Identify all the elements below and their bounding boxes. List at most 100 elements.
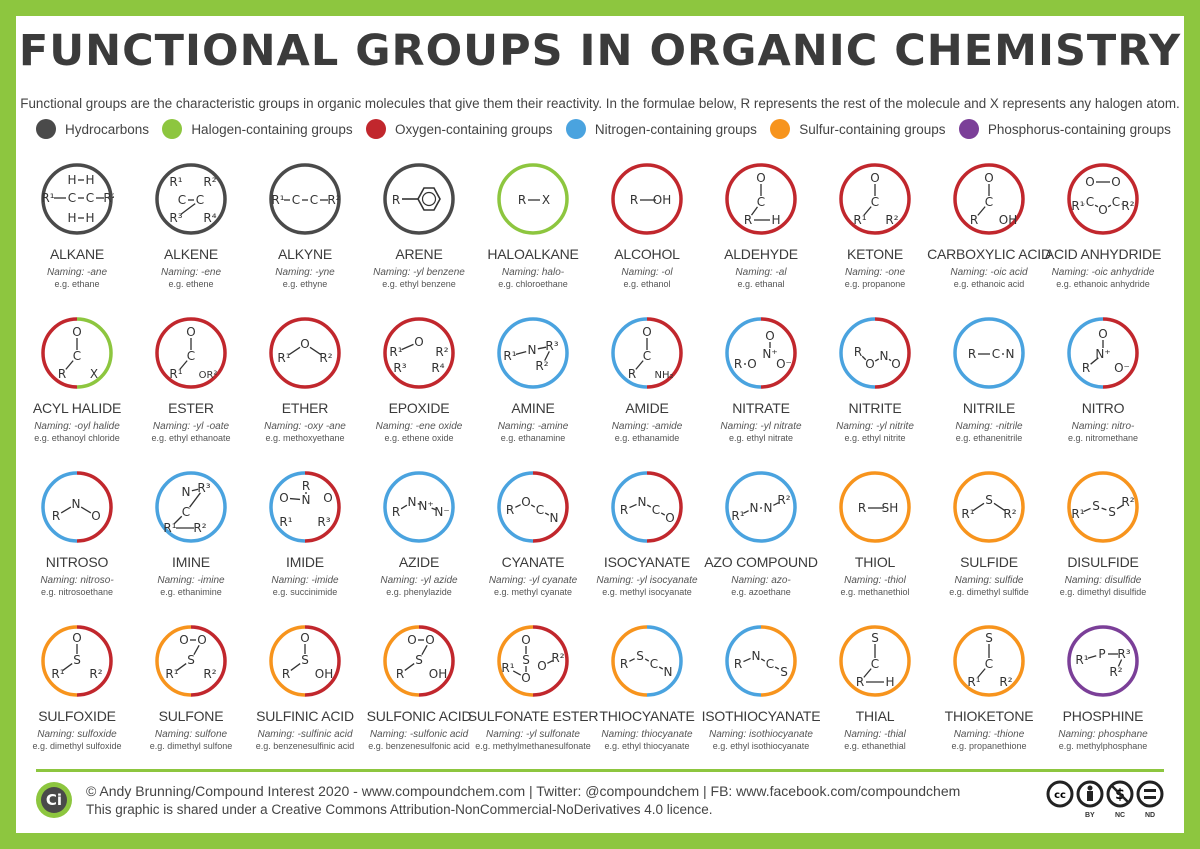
phosphine-structure-icon: R¹ P R³ R² <box>1067 625 1139 697</box>
group-naming: Naming: sulfone <box>154 729 228 740</box>
group-name: PHOSPHINE <box>1062 708 1144 724</box>
atom-label: R¹ <box>731 509 744 523</box>
atom-label: C <box>196 193 204 207</box>
atom-label: OH <box>429 667 447 681</box>
atom-label: R¹ <box>163 521 176 535</box>
group-example: e.g. propanone <box>844 279 906 289</box>
atom-label: O <box>1098 203 1107 217</box>
group-name: ISOTHIOCYANATE <box>701 708 821 724</box>
group-name: KETONE <box>846 246 904 262</box>
atom-label: R² <box>1121 495 1134 509</box>
atom-label: R³ <box>169 211 182 225</box>
atom-label: R¹ <box>165 667 178 681</box>
nitrate-structure-icon: ON⁺R O O⁻ <box>725 317 797 389</box>
alcohol-structure-icon: R OH <box>611 163 683 235</box>
footer-license: This graphic is shared under a Creative … <box>86 802 713 817</box>
atom-label: O <box>425 633 434 647</box>
epoxide-structure-icon: O R¹ R² R³ R⁴ <box>383 317 455 389</box>
atom-label: R <box>856 675 864 689</box>
alkyne-structure-icon: R¹ C C R² <box>269 163 341 235</box>
thiol-structure-icon: R SH <box>839 471 911 543</box>
atom-label: H <box>85 173 94 187</box>
group-name: THIOKETONE <box>944 708 1034 724</box>
cc-icons: cc $ <box>1046 780 1164 808</box>
sulfide-structure-icon: R¹ S R² <box>953 471 1025 543</box>
atom-label: O <box>642 325 651 339</box>
legend-swatch-icon <box>36 119 56 139</box>
group-naming: Naming: -yl azide <box>380 575 458 586</box>
group-example: e.g. ethanoic anhydride <box>1056 279 1150 289</box>
atom-label: OH <box>999 213 1017 227</box>
atom-label: O <box>537 659 546 673</box>
atom-label: R <box>734 657 742 671</box>
atom-label: N <box>550 511 559 525</box>
sulfonate-ester-structure-icon: OSO R¹ O R² <box>497 625 569 697</box>
disulfide-structure-icon: R¹ S S R² <box>1067 471 1139 543</box>
atom-label: R <box>970 213 978 227</box>
group-naming: Naming: -imine <box>157 575 225 586</box>
group-example: e.g. nitrosoethane <box>40 587 114 597</box>
cc-label-nd: ND <box>1145 812 1156 819</box>
group-name: NITRITE <box>848 400 902 416</box>
group-name: ACYL HALIDE <box>32 400 122 416</box>
legend-item: Halogen-containing groups <box>162 119 353 139</box>
group-naming: Naming: phosphane <box>1058 729 1148 740</box>
atom-label: H <box>771 213 780 227</box>
group-name: THIAL <box>855 708 895 724</box>
group-naming: Naming: sulfoxide <box>37 729 117 740</box>
atom-label: O <box>72 325 81 339</box>
atom-label: X <box>90 367 98 381</box>
group-name: ALCOHOL <box>614 246 680 262</box>
group-example: e.g. ethyl nitrite <box>844 433 906 443</box>
group-naming: Naming: -oic anhydride <box>1051 267 1155 278</box>
group-naming: Naming: -one <box>844 267 906 278</box>
group-naming: Naming: -yne <box>275 267 335 278</box>
group-name: SULFONIC ACID <box>366 708 472 724</box>
group-naming: Naming: -thiol <box>844 575 906 586</box>
atom-label: C <box>757 195 765 209</box>
group-example: e.g. ethyl ethanoate <box>151 433 231 443</box>
group-name: AZO COMPOUND <box>704 554 818 570</box>
atom-label: N⁺ <box>1095 347 1110 361</box>
group-example: e.g. methoxyethane <box>265 433 345 443</box>
atom-label: R¹ <box>271 193 284 207</box>
atom-label: R² <box>327 193 340 207</box>
group-name: THIOL <box>854 554 896 570</box>
group-name: HALOALKANE <box>487 246 579 262</box>
group-name: NITRATE <box>732 400 790 416</box>
group-example: e.g. ethanenitrile <box>955 433 1023 443</box>
atom-label: O <box>1111 175 1120 189</box>
atom-label: S <box>301 653 309 667</box>
atom-label: R¹ <box>279 515 292 529</box>
nd-icon <box>1136 780 1164 808</box>
atom-label: C <box>643 349 651 363</box>
intro-text: Functional groups are the characteristic… <box>20 96 1180 111</box>
atom-label: O <box>1098 327 1107 341</box>
atom-label: S <box>522 653 530 667</box>
creative-commons-badge: cc $ BY NC ND <box>1046 780 1164 824</box>
group-name: ACID ANHYDRIDE <box>1044 246 1162 262</box>
atom-label: R¹ <box>1071 199 1084 213</box>
group-example: e.g. benzenesulfonic acid <box>368 741 470 751</box>
group-name: SULFOXIDE <box>38 708 116 724</box>
group-name: CARBOXYLIC ACID <box>927 246 1051 262</box>
atom-label: R <box>392 505 400 519</box>
atom-label: R¹ <box>41 191 54 205</box>
atom-label: R² <box>551 651 564 665</box>
group-naming: Naming: -nitrile <box>955 421 1023 432</box>
atom-label: R⁴ <box>431 361 444 375</box>
atom-label: O <box>765 329 774 343</box>
group-naming: Naming: -oxy -ane <box>264 421 346 432</box>
atom-label: H <box>85 211 94 225</box>
atom-label: R <box>968 347 976 361</box>
group-example: e.g. dimethyl sulfone <box>149 741 233 751</box>
atom-label: S <box>1092 499 1100 513</box>
legend-swatch-icon <box>365 119 386 139</box>
atom-label: O <box>323 491 332 505</box>
group-example: e.g. ethanamide <box>614 433 680 443</box>
group-example: e.g. methylmethanesulfonate <box>475 741 591 751</box>
group-example: e.g. methanethiol <box>840 587 910 597</box>
atom-label: R <box>52 509 60 523</box>
